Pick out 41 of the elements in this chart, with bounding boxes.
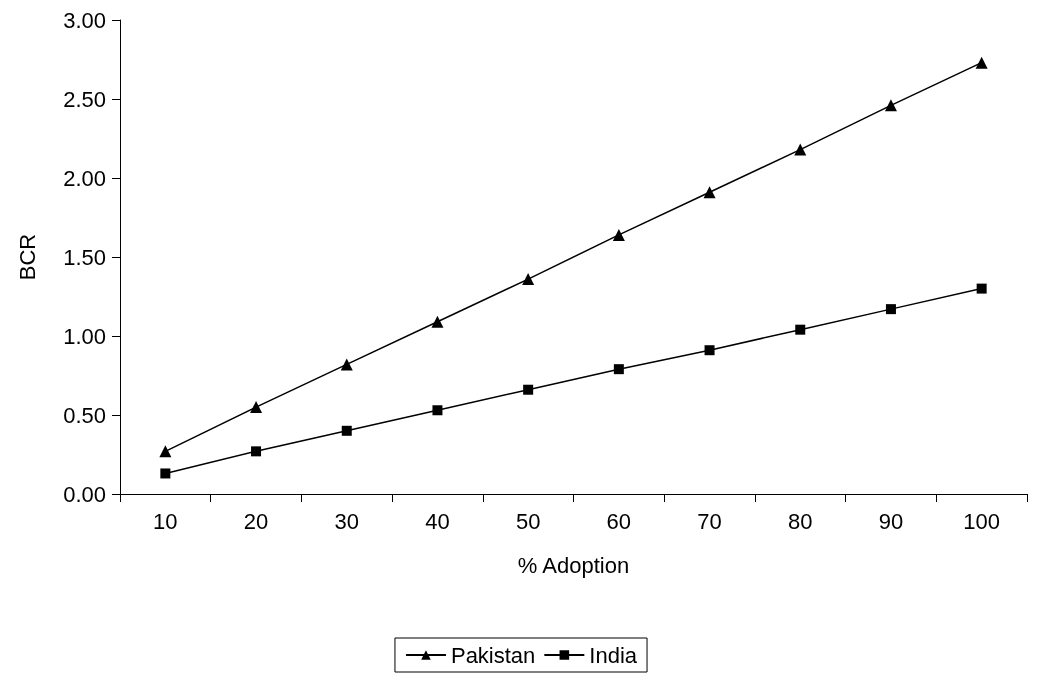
- legend-label: India: [589, 642, 638, 668]
- point: [522, 273, 535, 286]
- y-tick-label: 0.50: [63, 402, 106, 428]
- y-tick-label: 1.00: [63, 323, 106, 349]
- point: [341, 425, 352, 436]
- point: [794, 143, 807, 156]
- x-tick-label: 90: [878, 508, 904, 534]
- y-tick-label: 1.50: [63, 244, 106, 270]
- y-tick-label: 0.00: [63, 481, 106, 507]
- y-tick-label: 3.00: [63, 7, 106, 33]
- x-axis-title: % Adoption: [517, 552, 630, 578]
- x-tick-label: 80: [788, 508, 813, 534]
- legend-label: Pakistan: [450, 642, 536, 668]
- point: [703, 186, 716, 199]
- x-tick-label: 10: [153, 508, 178, 534]
- point: [795, 324, 806, 335]
- point: [975, 56, 988, 69]
- x-tick-label: 100: [963, 508, 1001, 534]
- point: [340, 358, 353, 371]
- x-tick-label: 70: [697, 508, 722, 534]
- point: [523, 384, 534, 395]
- y-axis-title: BCR: [14, 233, 40, 281]
- x-tick-label: 60: [606, 508, 632, 534]
- y-tick-label: 2.50: [63, 86, 106, 112]
- point: [159, 445, 172, 458]
- point: [704, 345, 715, 356]
- point: [250, 401, 263, 414]
- x-tick-label: 50: [515, 508, 541, 534]
- point: [976, 283, 987, 294]
- point: [884, 99, 897, 112]
- point: [431, 315, 444, 328]
- x-tick-label: 30: [334, 508, 359, 534]
- point: [432, 405, 443, 416]
- x-tick-label: 40: [425, 508, 450, 534]
- point: [160, 468, 171, 479]
- y-tick-label: 2.00: [63, 165, 106, 191]
- point: [612, 228, 625, 241]
- point: [613, 364, 624, 375]
- point: [885, 304, 896, 315]
- x-tick-label: 20: [243, 508, 269, 534]
- point: [251, 446, 262, 457]
